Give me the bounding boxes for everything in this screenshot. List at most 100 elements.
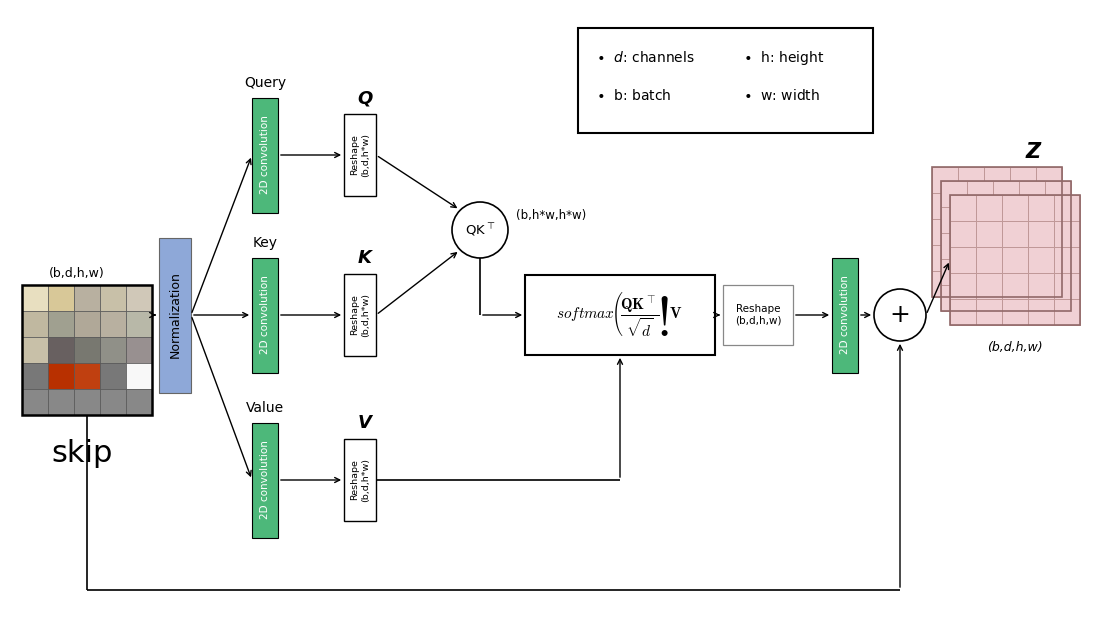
Bar — [983, 245, 1010, 271]
Bar — [993, 259, 1019, 285]
Bar — [1019, 207, 1045, 233]
Bar — [967, 233, 993, 259]
Bar — [99, 363, 126, 389]
Bar — [99, 285, 126, 311]
Bar — [993, 207, 1019, 233]
Bar — [74, 363, 99, 389]
Bar — [1019, 259, 1045, 285]
Bar — [48, 389, 74, 415]
Bar — [958, 271, 983, 297]
Bar — [126, 311, 152, 337]
Bar — [1036, 219, 1062, 245]
Bar — [22, 337, 48, 363]
Text: Reshape
(b,d,h*w): Reshape (b,d,h*w) — [350, 458, 370, 502]
Bar — [1036, 245, 1062, 271]
Bar — [1002, 299, 1028, 325]
Text: Query: Query — [244, 77, 286, 91]
Bar — [976, 273, 1002, 299]
Bar — [950, 221, 976, 247]
Bar — [832, 257, 857, 373]
Bar — [48, 285, 74, 311]
Bar — [1028, 221, 1054, 247]
Bar — [22, 285, 48, 311]
Text: Normalization: Normalization — [168, 271, 181, 358]
Bar — [993, 181, 1019, 207]
Bar — [252, 423, 278, 537]
Bar — [99, 389, 126, 415]
Bar — [1002, 247, 1028, 273]
Text: 2D convolution: 2D convolution — [260, 115, 270, 194]
Bar — [958, 245, 983, 271]
Bar — [932, 245, 958, 271]
Bar — [1036, 167, 1062, 193]
Bar — [941, 285, 967, 311]
Bar — [1045, 181, 1071, 207]
Text: V: V — [358, 414, 372, 432]
Text: $softmax\!\left(\!\dfrac{\mathbf{QK}^\top}{\sqrt{d}}\!\right)\!\mathbf{V}$: $softmax\!\left(\!\dfrac{\mathbf{QK}^\to… — [557, 291, 684, 339]
Bar — [967, 207, 993, 233]
Bar — [159, 238, 191, 392]
Bar — [932, 167, 958, 193]
Circle shape — [452, 202, 508, 258]
Bar — [967, 181, 993, 207]
Text: $\bullet$  $d$: channels: $\bullet$ $d$: channels — [596, 51, 695, 65]
Bar — [48, 311, 74, 337]
Bar — [1036, 193, 1062, 219]
Bar — [1002, 195, 1028, 221]
Bar — [950, 195, 976, 221]
Text: Value: Value — [246, 402, 284, 415]
Bar — [1028, 273, 1054, 299]
Bar — [958, 167, 983, 193]
Text: Key: Key — [253, 236, 277, 251]
Bar — [525, 275, 715, 355]
Bar — [126, 389, 152, 415]
Bar — [983, 219, 1010, 245]
Bar — [252, 257, 278, 373]
Bar — [22, 363, 48, 389]
Bar — [1028, 195, 1054, 221]
Bar — [941, 233, 967, 259]
Bar — [74, 285, 99, 311]
Bar — [344, 114, 376, 196]
Bar — [1002, 273, 1028, 299]
Text: Q: Q — [357, 89, 372, 107]
Bar — [1054, 221, 1080, 247]
Bar — [1045, 233, 1071, 259]
Bar — [1019, 285, 1045, 311]
Bar — [1010, 219, 1036, 245]
Bar — [983, 193, 1010, 219]
Bar — [22, 389, 48, 415]
Bar — [1054, 195, 1080, 221]
Bar — [22, 285, 152, 415]
Bar — [932, 219, 958, 245]
Bar — [983, 271, 1010, 297]
Bar — [344, 274, 376, 356]
Text: 2D convolution: 2D convolution — [840, 276, 850, 354]
Bar — [74, 311, 99, 337]
Text: QK$^\top$: QK$^\top$ — [465, 222, 495, 239]
Bar — [976, 195, 1002, 221]
Bar — [1045, 285, 1071, 311]
Bar — [1019, 181, 1045, 207]
Bar — [99, 337, 126, 363]
Circle shape — [874, 289, 926, 341]
Bar — [950, 299, 976, 325]
Bar — [993, 233, 1019, 259]
Bar — [1010, 167, 1036, 193]
Bar — [1045, 259, 1071, 285]
Bar — [1054, 247, 1080, 273]
Text: (b,h*w,h*w): (b,h*w,h*w) — [516, 209, 587, 222]
Text: $\bullet$  b: batch: $\bullet$ b: batch — [596, 88, 672, 104]
Text: $\bullet$  w: width: $\bullet$ w: width — [743, 88, 820, 104]
Bar — [932, 271, 958, 297]
Bar — [48, 363, 74, 389]
Bar — [252, 97, 278, 212]
Bar — [976, 299, 1002, 325]
Bar — [74, 389, 99, 415]
Bar — [941, 181, 1071, 311]
Text: (b,d,h,w): (b,d,h,w) — [49, 267, 105, 280]
Bar — [99, 311, 126, 337]
Bar — [932, 193, 958, 219]
Text: Z: Z — [1025, 142, 1041, 162]
Bar — [48, 337, 74, 363]
